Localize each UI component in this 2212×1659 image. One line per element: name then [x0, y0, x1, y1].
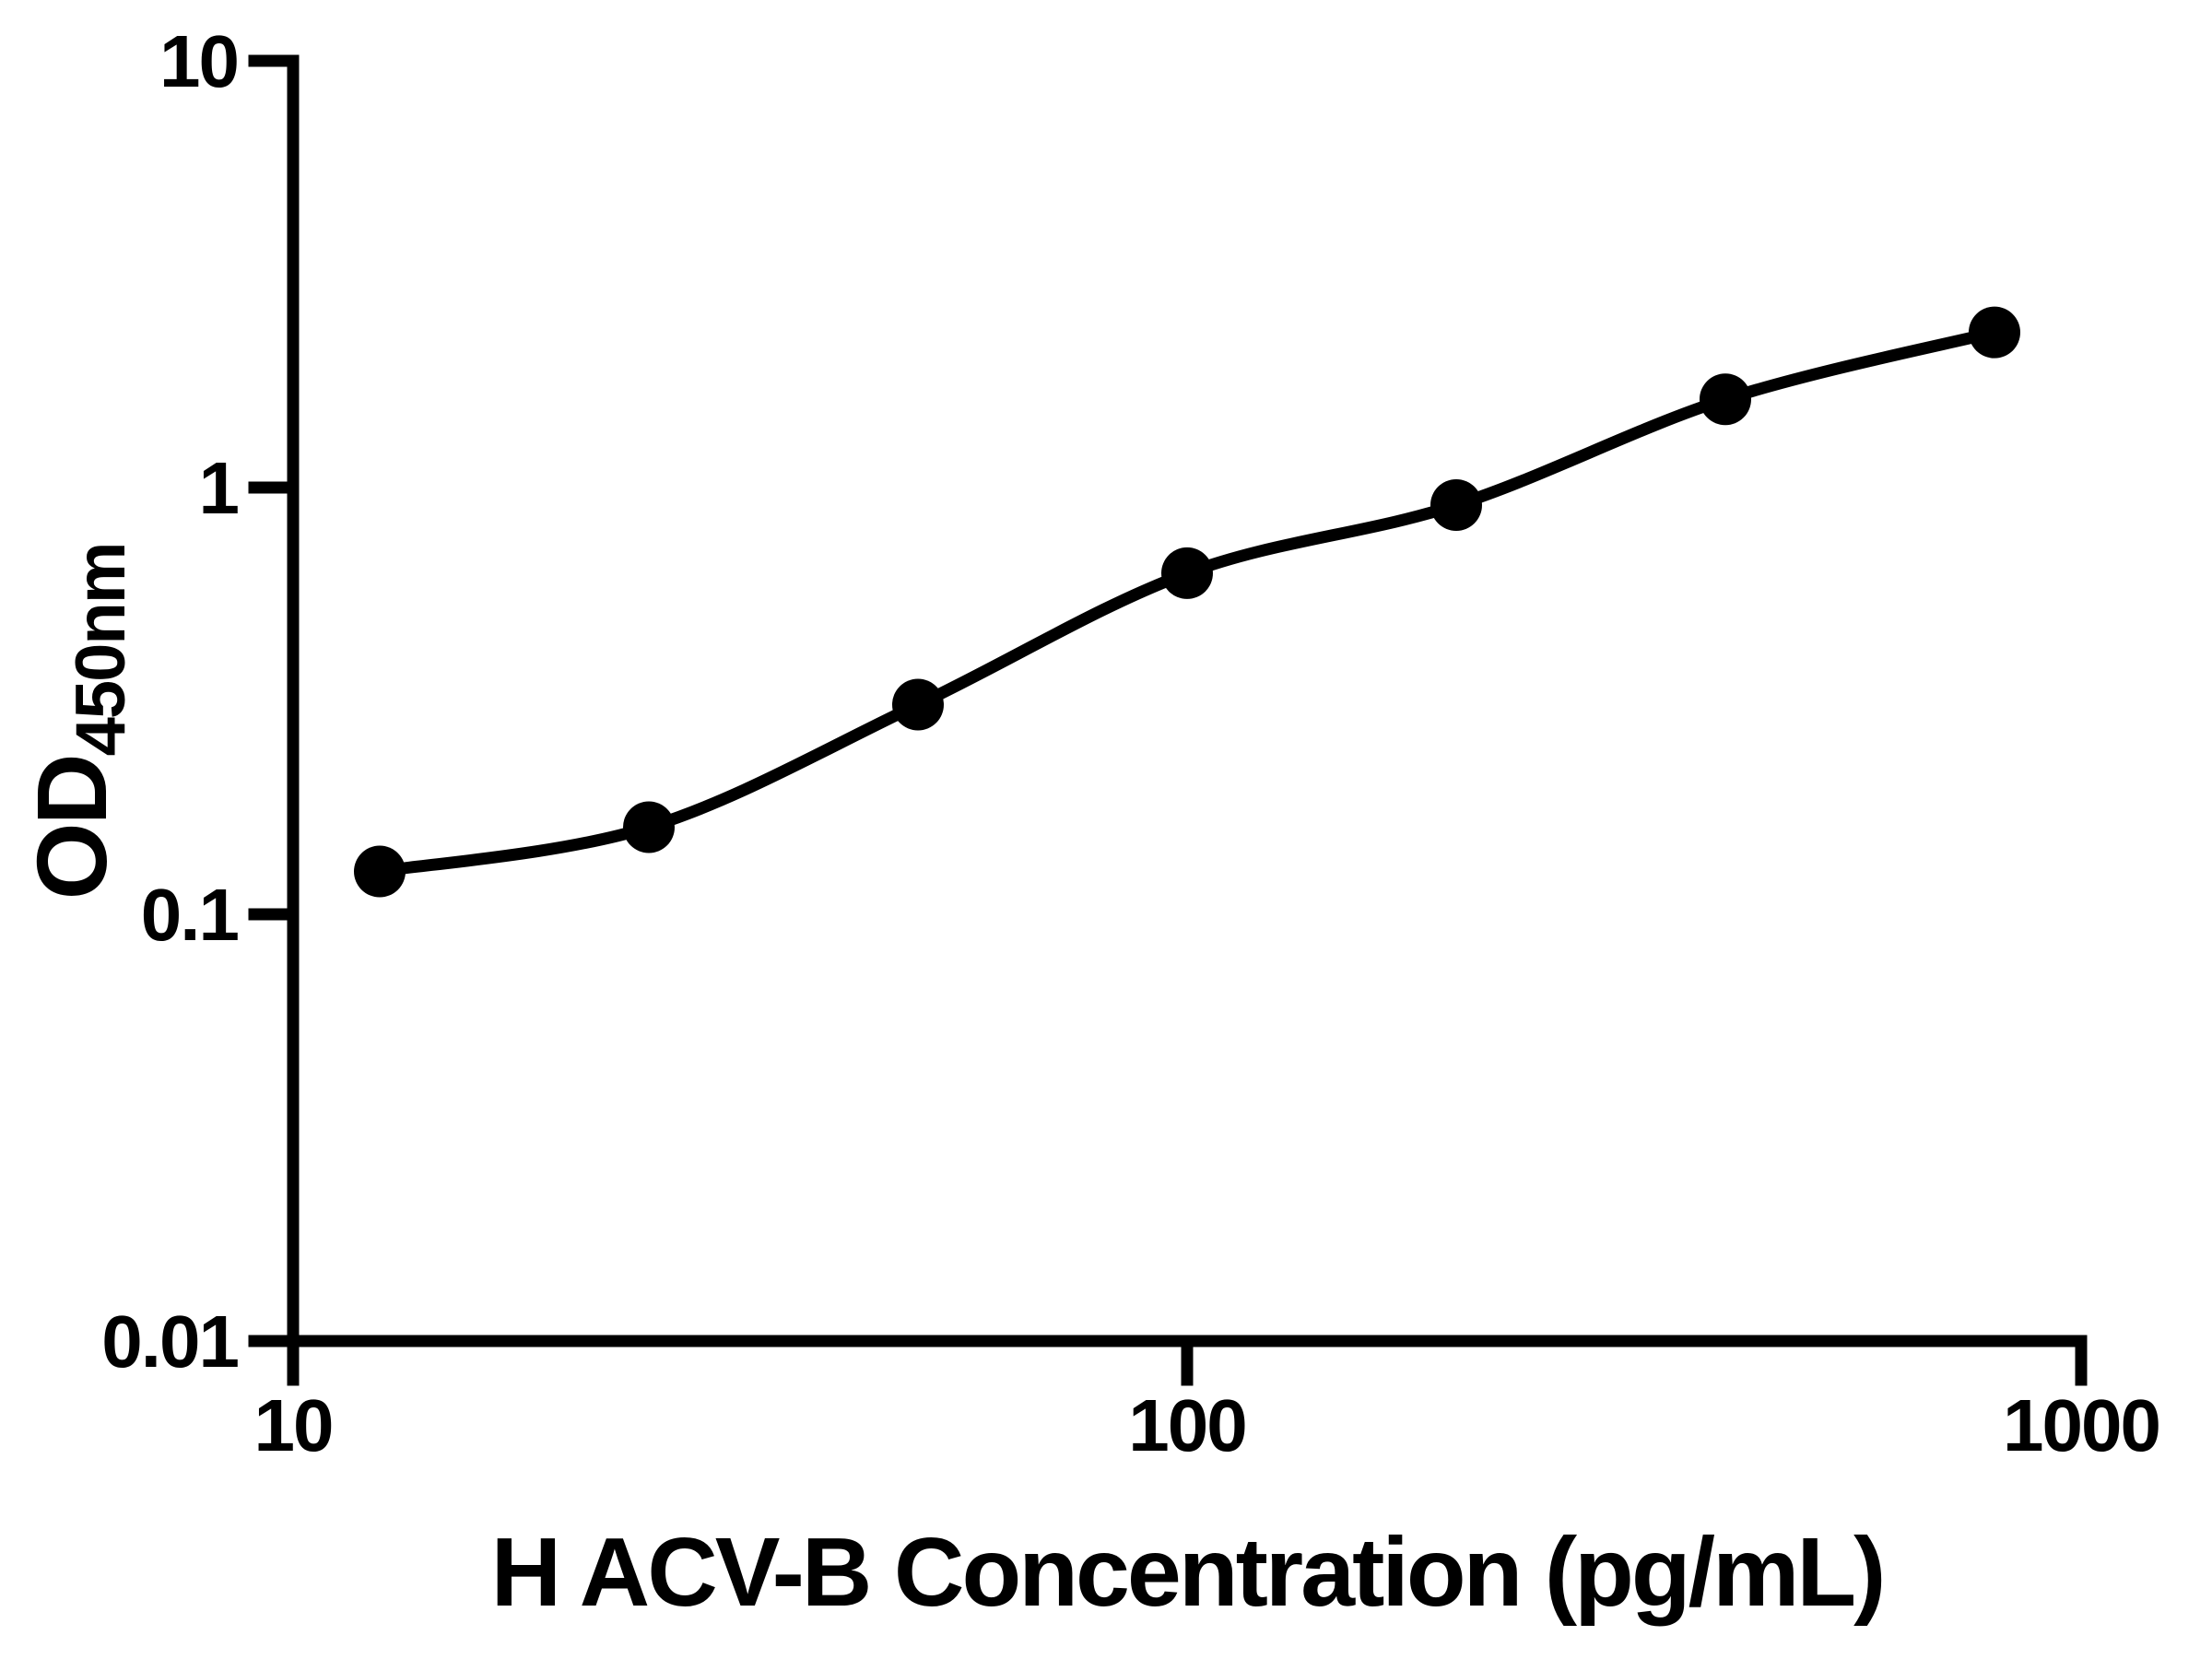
y-axis-title: OD450nm	[16, 544, 140, 900]
axes	[287, 54, 2088, 1386]
axis-ticks	[248, 54, 2088, 1386]
data-point-marker	[892, 678, 945, 731]
data-point-marker	[623, 801, 676, 853]
data-point-marker	[1968, 306, 2020, 359]
data-points	[354, 306, 2020, 898]
x-tick-label: 100	[1128, 1384, 1245, 1466]
fit-curve-path	[373, 326, 2001, 878]
data-point-marker	[1430, 478, 1482, 531]
y-tick-label: 10	[159, 20, 238, 102]
x-tick-label: 1000	[2003, 1384, 2159, 1466]
y-axis-title-subscript: 450nm	[62, 544, 140, 757]
y-axis-title-main: OD	[16, 756, 127, 900]
data-point-marker	[1699, 373, 1751, 426]
data-point-marker	[354, 845, 406, 898]
fit-curve	[373, 326, 2001, 878]
y-tick-label: 1	[199, 447, 239, 529]
y-tick-label: 0.01	[101, 1300, 238, 1382]
x-tick-label: 10	[254, 1384, 333, 1466]
data-point-marker	[1161, 547, 1213, 599]
y-tick-label: 0.1	[141, 874, 239, 956]
x-axis-title: H ACV-B Concentration (pg/mL)	[491, 1518, 1884, 1627]
